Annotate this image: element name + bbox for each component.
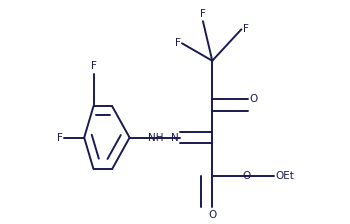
- Text: F: F: [200, 9, 206, 19]
- Text: F: F: [175, 38, 181, 48]
- Text: OEt: OEt: [275, 171, 294, 181]
- Text: O: O: [243, 171, 251, 181]
- Text: F: F: [243, 24, 248, 34]
- Text: F: F: [91, 61, 97, 71]
- Text: O: O: [250, 94, 258, 104]
- Text: F: F: [57, 133, 63, 143]
- Text: N: N: [171, 133, 178, 143]
- Text: O: O: [208, 210, 216, 220]
- Text: NH: NH: [148, 133, 163, 143]
